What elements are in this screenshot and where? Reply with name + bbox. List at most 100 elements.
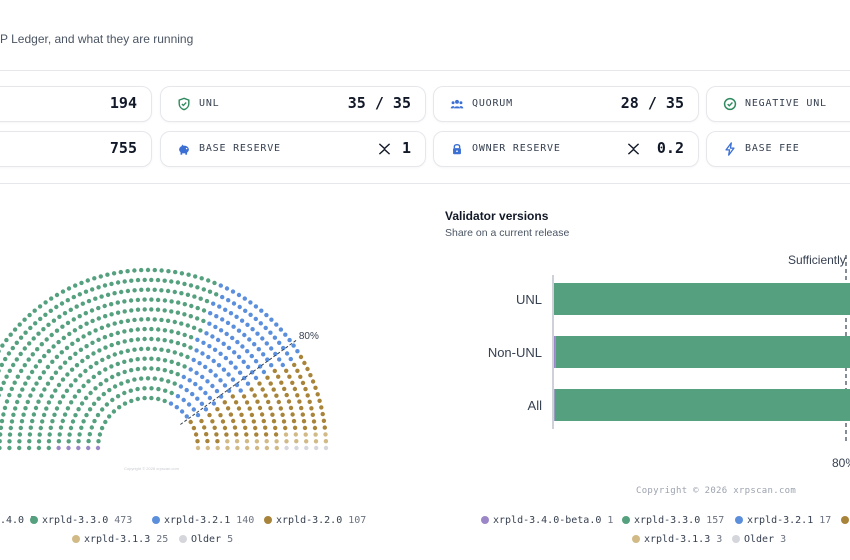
parliament-seat xyxy=(175,394,181,399)
legend-item[interactable]: xrpld-3.1.3 3 xyxy=(632,534,722,545)
stat-value: 35 / 35 xyxy=(347,94,411,112)
parliament-seat xyxy=(75,337,81,343)
parliament-seat xyxy=(211,358,216,364)
parliament-seat xyxy=(43,300,48,305)
parliament-seat xyxy=(72,328,78,333)
parliament-seat xyxy=(115,280,121,285)
bar-segment xyxy=(554,336,556,368)
parliament-seat xyxy=(159,288,164,293)
parliament-seat xyxy=(22,346,27,351)
parliament-seat xyxy=(291,418,297,424)
parliament-seat xyxy=(250,327,255,332)
parliament-seat xyxy=(155,366,161,372)
parliament-seat xyxy=(69,367,75,372)
parliament-seat xyxy=(238,388,243,393)
parliament-seat xyxy=(280,362,285,368)
legend-item[interactable] xyxy=(841,515,850,526)
parliament-seat xyxy=(93,328,98,333)
legend-item[interactable]: xrpld-3.1.3 25 xyxy=(72,534,168,545)
parliament-seat xyxy=(162,398,167,404)
legend-label: xrpld-3.2.1 xyxy=(164,515,237,526)
legend-item[interactable]: xrpld-3.3.0 473 xyxy=(30,515,132,526)
parliament-seat xyxy=(155,307,161,312)
parliament-seat xyxy=(61,394,66,399)
parliament-seat xyxy=(105,272,110,277)
parliament-seat xyxy=(313,439,319,444)
parliament-seat xyxy=(304,439,309,444)
parliament-seat xyxy=(112,352,118,357)
parliament-seat xyxy=(253,375,259,381)
parliament-seat xyxy=(284,368,289,373)
parliament-seat xyxy=(90,318,95,324)
legend-item[interactable]: Older 5 xyxy=(179,534,233,545)
parliament-seat xyxy=(225,445,230,451)
parliament-seat xyxy=(188,419,193,425)
legend-swatch xyxy=(732,535,740,543)
parliament-seat xyxy=(220,419,226,424)
parliament-seat xyxy=(256,347,261,352)
parliament-seat xyxy=(145,267,151,273)
parliament-seat xyxy=(41,412,47,418)
parliament-seat xyxy=(264,341,269,346)
parliament-seat xyxy=(268,406,273,411)
parliament-seat xyxy=(213,373,218,378)
parliament-seat xyxy=(305,366,310,372)
parliament-seat xyxy=(239,318,245,323)
legend-item[interactable]: xrpld-3.4.0-beta.0 1 xyxy=(481,515,613,526)
parliament-seat xyxy=(152,267,157,273)
parliament-seat xyxy=(231,324,236,329)
parliament-seat xyxy=(122,390,127,396)
parliament-seat xyxy=(81,334,86,339)
parliament-seat xyxy=(49,332,54,338)
parliament-seat xyxy=(208,311,213,316)
parliament-seat xyxy=(93,386,98,391)
parliament-seat xyxy=(56,339,61,345)
legend-item[interactable]: xrpld-3.2.1 140 xyxy=(152,515,254,526)
parliament-seat xyxy=(278,327,284,332)
legend-count: 1 xyxy=(607,515,614,526)
parliament-seat xyxy=(253,316,258,322)
parliament-seat xyxy=(155,277,161,283)
parliament-seat xyxy=(76,388,82,394)
parliament-seat xyxy=(162,308,167,313)
parliament-seat xyxy=(132,377,137,382)
parliament-seat xyxy=(49,394,55,399)
parliament-seat xyxy=(245,364,251,370)
parliament-seat xyxy=(135,297,141,303)
legend-count: 3 xyxy=(716,534,723,545)
shield-icon xyxy=(178,97,190,111)
parliament-seat xyxy=(96,337,101,342)
legend-item[interactable]: xrpld-3.2.0 107 xyxy=(264,515,366,526)
parliament-seat xyxy=(31,336,36,341)
legend-item[interactable]: xrpld-3.3.0 157 xyxy=(622,515,724,526)
parliament-seat xyxy=(0,343,5,348)
parliament-seat xyxy=(182,281,187,287)
versions-bar-chart: Sufficiently 80% UNL Non-UNL All xyxy=(488,253,850,470)
parliament-seat xyxy=(139,287,144,292)
parliament-seat xyxy=(65,406,71,411)
parliament-seat xyxy=(7,445,12,451)
parliament-seat xyxy=(234,439,240,444)
parliament-seat xyxy=(313,432,318,437)
parliament-seat xyxy=(266,399,271,405)
parliament-seat xyxy=(253,425,258,431)
legend-item[interactable]: xrpld-3.2.1 17 xyxy=(735,515,831,526)
legend-item[interactable]: Older 3 xyxy=(732,534,786,545)
parliament-seat xyxy=(257,405,263,411)
parliament-seat xyxy=(224,432,229,437)
parliament-seat xyxy=(283,332,288,337)
parliament-seat xyxy=(36,331,41,336)
parliament-seat xyxy=(51,344,56,349)
parliament-seat xyxy=(89,308,95,313)
parliament-seat xyxy=(294,439,299,444)
parliament-seat xyxy=(26,445,32,451)
parliament-seat xyxy=(103,345,108,350)
parliament-seat xyxy=(251,419,256,424)
parliament-seat xyxy=(283,432,289,437)
parliament-seat xyxy=(320,411,325,417)
parliament-seat xyxy=(155,337,161,342)
parliament-seat xyxy=(83,311,89,316)
parliament-seat xyxy=(39,342,44,347)
parliament-seat xyxy=(149,336,154,342)
parliament-seat xyxy=(299,405,304,411)
